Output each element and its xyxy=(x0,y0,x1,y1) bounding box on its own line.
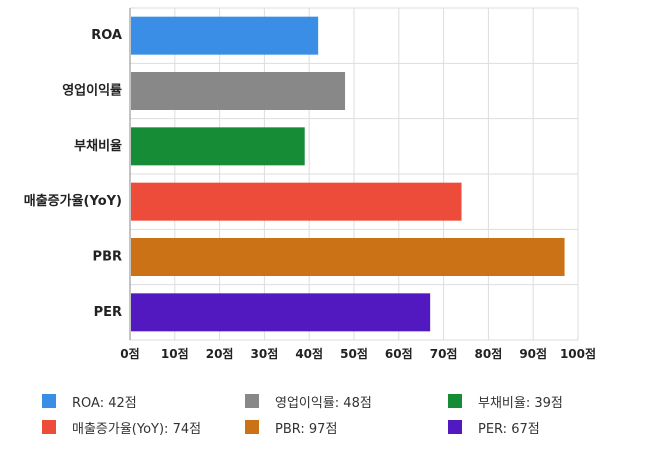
x-tick-label: 30점 xyxy=(251,346,279,361)
bar xyxy=(131,182,462,221)
category-label: PBR xyxy=(93,250,122,265)
category-label: ROA xyxy=(91,28,122,43)
x-tick-label: 10점 xyxy=(161,346,189,361)
x-tick-label: 100점 xyxy=(560,346,596,361)
x-tick-label: 60점 xyxy=(385,346,413,361)
bar xyxy=(131,16,319,55)
bar xyxy=(131,238,565,276)
x-tick-label: 0점 xyxy=(120,346,139,361)
x-tick-label: 50점 xyxy=(340,346,368,361)
category-label: 영업이익률 xyxy=(62,83,122,99)
category-label: 부채비율 xyxy=(74,138,122,154)
x-tick-label: 70점 xyxy=(430,346,458,361)
bar xyxy=(131,127,305,166)
category-label: PER xyxy=(94,305,122,320)
x-tick-label: 90점 xyxy=(519,346,547,361)
bar xyxy=(131,72,346,110)
x-tick-label: 20점 xyxy=(206,346,234,361)
bar xyxy=(131,293,431,332)
x-tick-label: 40점 xyxy=(295,346,323,361)
category-label: 매출증가율(YoY) xyxy=(24,193,122,209)
x-tick-label: 80점 xyxy=(475,346,503,361)
